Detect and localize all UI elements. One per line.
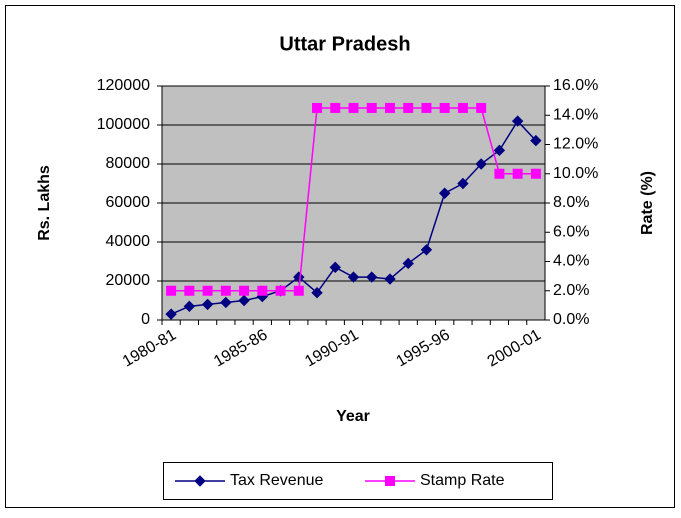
y-tick-label: 40000 — [106, 233, 151, 250]
legend-box — [163, 462, 553, 500]
y2-tick-label: 6.0% — [553, 223, 589, 240]
data-point — [165, 308, 177, 320]
y2-tick-label: 16.0% — [553, 77, 598, 94]
data-point — [366, 102, 377, 113]
y-tick-label: 20000 — [106, 272, 151, 289]
x-axis-label: Year — [336, 408, 370, 425]
y-tick-label: 0 — [141, 311, 150, 328]
data-point — [183, 300, 196, 313]
data-point — [530, 168, 541, 179]
data-point — [329, 261, 341, 274]
y2-axis-label: Rate (%) — [639, 171, 656, 235]
data-point — [184, 285, 195, 296]
legend-label: Stamp Rate — [420, 472, 505, 489]
data-point — [384, 273, 396, 285]
data-point — [220, 285, 231, 296]
data-point — [166, 285, 177, 296]
data-point — [275, 285, 286, 296]
y2-tick-label: 10.0% — [553, 165, 598, 182]
data-point — [438, 187, 451, 199]
data-point — [220, 296, 232, 309]
data-point — [384, 102, 395, 113]
legend-marker — [385, 476, 395, 486]
data-point — [420, 244, 433, 256]
y2-tick-label: 8.0% — [553, 194, 589, 211]
data-point — [475, 158, 487, 170]
data-point — [257, 285, 268, 296]
y-axis-label: Rs. Lakhs — [36, 165, 53, 241]
data-point — [402, 257, 414, 270]
data-point — [238, 294, 250, 307]
data-point — [330, 102, 341, 113]
legend-label: Tax Revenue — [230, 472, 323, 489]
data-point — [403, 102, 414, 113]
data-point — [239, 285, 250, 296]
y2-tick-label: 0.0% — [553, 311, 589, 328]
y-tick-label: 100000 — [97, 116, 150, 133]
data-point — [311, 286, 323, 299]
y2-tick-label: 14.0% — [553, 106, 598, 123]
data-point — [512, 168, 523, 179]
legend-marker — [194, 475, 206, 487]
y-tick-label: 80000 — [106, 155, 151, 172]
y-tick-label: 60000 — [106, 194, 151, 211]
data-point — [348, 102, 359, 113]
chart-title: Uttar Pradesh — [279, 33, 410, 55]
data-point — [493, 144, 506, 157]
y-tick-label: 120000 — [97, 77, 150, 94]
y2-tick-label: 12.0% — [553, 136, 598, 153]
data-point — [312, 102, 323, 113]
data-point — [201, 298, 214, 311]
data-point — [511, 115, 524, 127]
data-point — [347, 271, 360, 283]
data-point — [202, 285, 213, 296]
data-point — [457, 177, 469, 190]
data-point — [293, 285, 304, 296]
data-point — [293, 271, 305, 283]
data-point — [421, 102, 432, 113]
data-point — [476, 102, 487, 113]
data-point — [494, 168, 505, 179]
data-point — [530, 134, 542, 147]
data-point — [439, 102, 450, 113]
data-point — [457, 102, 468, 113]
y2-tick-label: 4.0% — [553, 253, 589, 270]
y2-tick-label: 2.0% — [553, 282, 589, 299]
data-point — [366, 271, 378, 283]
